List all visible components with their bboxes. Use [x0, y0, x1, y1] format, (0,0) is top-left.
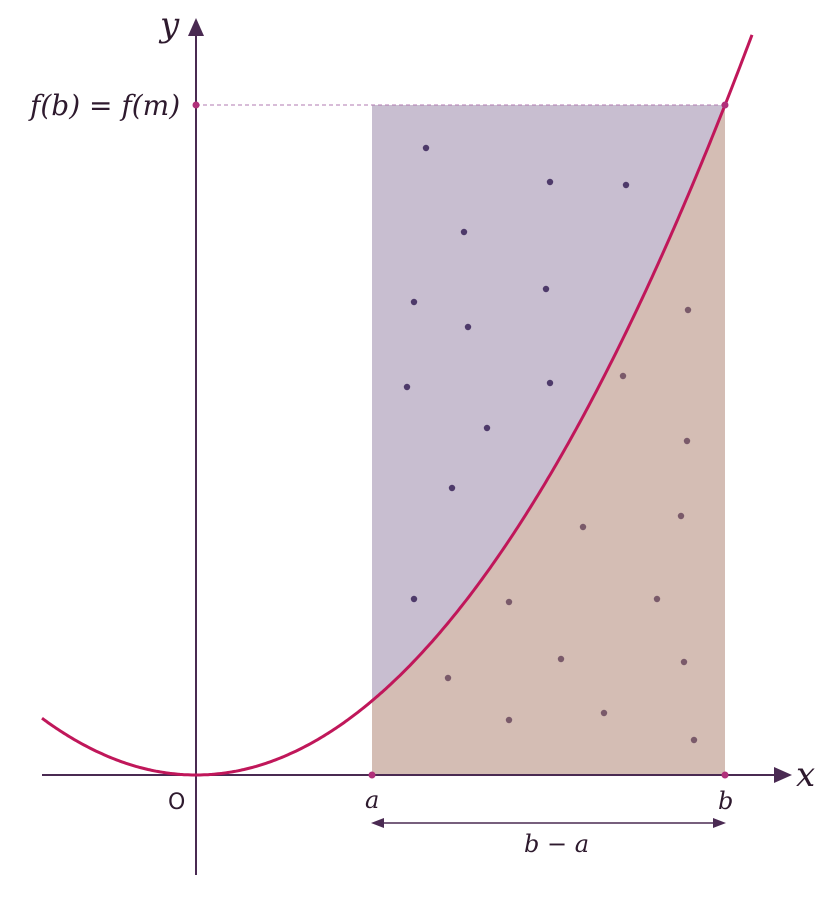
random-point-below-curve — [690, 736, 698, 744]
y-axis-arrow — [188, 18, 204, 36]
random-point-above-curve — [410, 298, 418, 306]
x-axis-label: x — [796, 755, 815, 795]
random-point-below-curve — [653, 595, 661, 603]
random-point-below-curve — [444, 674, 452, 682]
random-point-above-curve — [448, 484, 456, 492]
lower-region — [372, 105, 725, 775]
dots-lower — [444, 306, 698, 744]
b-label: b — [718, 787, 733, 815]
dots-upper — [403, 144, 630, 603]
parabola-curve — [41, 34, 754, 777]
random-point-above-curve — [460, 228, 468, 236]
width-arrow-left-head — [371, 818, 384, 828]
random-point-above-curve — [546, 178, 554, 186]
y-axis-label: y — [158, 5, 180, 45]
random-point-above-curve — [422, 144, 430, 152]
point-b-marker — [721, 771, 729, 779]
random-point-below-curve — [680, 658, 688, 666]
random-point-above-curve — [403, 383, 411, 391]
upper-region — [372, 105, 725, 701]
random-point-above-curve — [410, 595, 418, 603]
random-point-below-curve — [677, 512, 685, 520]
random-point-above-curve — [622, 181, 630, 189]
random-point-below-curve — [683, 437, 691, 445]
point-fb-marker — [721, 101, 729, 109]
x-axis-arrow — [774, 767, 792, 783]
width-arrow-right-head — [713, 818, 726, 828]
width-label: b − a — [524, 830, 589, 858]
random-point-above-curve — [464, 323, 472, 331]
random-point-below-curve — [579, 523, 587, 531]
random-point-above-curve — [542, 285, 550, 293]
random-point-below-curve — [684, 306, 692, 314]
a-label: a — [365, 786, 379, 814]
random-point-below-curve — [619, 372, 627, 380]
origin-label: O — [168, 790, 185, 815]
random-point-below-curve — [600, 709, 608, 717]
point-a-marker — [368, 771, 376, 779]
y-axis-fb-marker — [192, 101, 200, 109]
random-point-above-curve — [546, 379, 554, 387]
random-point-below-curve — [505, 598, 513, 606]
random-point-below-curve — [505, 716, 513, 724]
random-point-below-curve — [557, 655, 565, 663]
random-point-above-curve — [483, 424, 491, 432]
fb-equals-fm-label: f(b) = f(m) — [28, 89, 180, 122]
